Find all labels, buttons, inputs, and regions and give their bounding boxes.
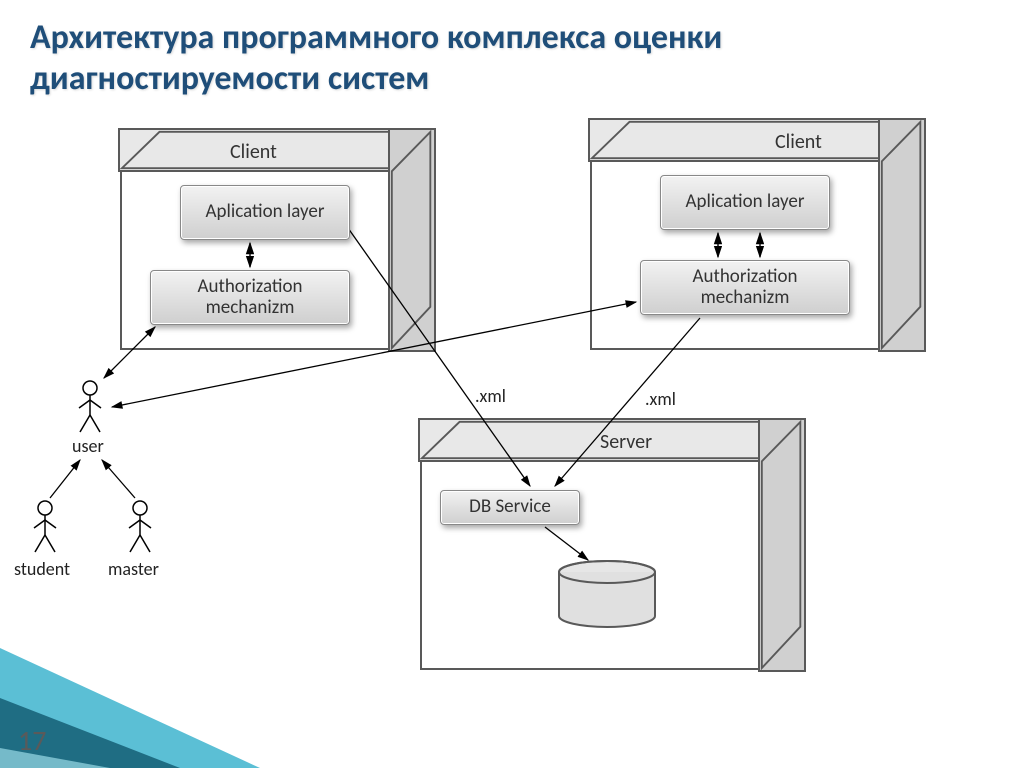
- actor-user-label: user: [72, 435, 104, 457]
- actor-student-label: student: [14, 558, 70, 580]
- app-layer-right: Aplication layer: [660, 175, 830, 230]
- app-layer-left: Aplication layer: [180, 185, 350, 240]
- auth-right-label: Authorization mechanizm: [647, 267, 843, 309]
- db-cylinder: [555, 560, 660, 630]
- auth-right: Authorization mechanizm: [640, 260, 850, 315]
- server-label: Server: [600, 430, 652, 454]
- corner-decoration: [0, 588, 320, 768]
- auth-left: Authorization mechanizm: [150, 270, 350, 325]
- db-service: DB Service: [440, 490, 580, 525]
- slide: Архитектура программного комплекса оценк…: [0, 0, 1024, 768]
- client-right-cube: [590, 120, 920, 350]
- app-layer-left-label: Aplication layer: [206, 202, 325, 223]
- actor-user: [75, 380, 105, 435]
- actor-master: [125, 500, 155, 555]
- client-left-label: Client: [230, 140, 277, 164]
- xml-label-2: .xml: [645, 388, 676, 410]
- actor-student: [30, 500, 60, 555]
- actor-master-label: master: [108, 558, 159, 580]
- slide-number: 17: [18, 723, 46, 758]
- client-right-label: Client: [775, 130, 822, 154]
- db-service-label: DB Service: [469, 497, 551, 518]
- auth-left-label: Authorization mechanizm: [157, 277, 343, 319]
- server-cube: [420, 420, 800, 670]
- app-layer-right-label: Aplication layer: [686, 192, 805, 213]
- xml-label-1: .xml: [475, 385, 506, 407]
- page-title: Архитектура программного комплекса оценк…: [30, 18, 994, 100]
